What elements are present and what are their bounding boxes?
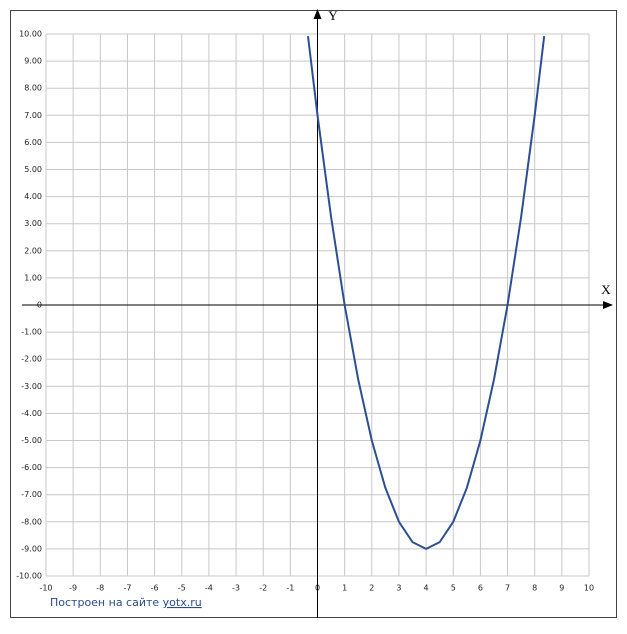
x-tick-label: 10: [584, 584, 594, 593]
y-tick-label: 10.00: [19, 30, 42, 39]
y-tick-label: -2.00: [21, 355, 42, 364]
x-axis-label: X: [601, 282, 611, 297]
y-tick-label: 9.00: [24, 57, 42, 66]
y-tick-label: -7.00: [21, 490, 42, 499]
y-tick-label: -3.00: [21, 382, 42, 391]
y-axis-label: Y: [328, 8, 338, 23]
x-tick-label: 4: [424, 584, 429, 593]
y-tick-label: 5.00: [24, 165, 42, 174]
y-tick-label: -6.00: [21, 463, 42, 472]
x-tick-label: -10: [39, 584, 52, 593]
y-tick-label: 8.00: [24, 84, 42, 93]
x-tick-label: -1: [286, 584, 294, 593]
curve: [307, 36, 546, 550]
x-tick-label: 9: [559, 584, 564, 593]
x-tick-label: 2: [369, 584, 374, 593]
y-tick-label: -5.00: [21, 436, 42, 445]
y-tick-label: -8.00: [21, 517, 42, 526]
x-tick-label: -3: [232, 584, 240, 593]
y-tick-label: 4.00: [24, 192, 42, 201]
x-tick-label: -9: [69, 584, 77, 593]
x-tick-label: -2: [259, 584, 267, 593]
x-tick-label: 7: [505, 584, 510, 593]
y-tick-label: 6.00: [24, 138, 42, 147]
y-tick-label: -4.00: [21, 409, 42, 418]
x-tick-label: 5: [451, 584, 456, 593]
y-tick-label: -10.00: [16, 572, 42, 581]
x-tick-label: 6: [478, 584, 483, 593]
y-tick-label: 2.00: [24, 246, 42, 255]
footer-text: Построен на сайте: [50, 596, 159, 609]
frame: [10, 10, 617, 618]
x-tick-label: 3: [396, 584, 401, 593]
footer: Построен на сайте yotx.ru: [50, 596, 202, 609]
x-tick-label: -5: [178, 584, 186, 593]
x-tick-label: -6: [151, 584, 159, 593]
y-tick-label: -1.00: [21, 328, 42, 337]
footer-link[interactable]: yotx.ru: [163, 596, 202, 609]
y-tick-label: 7.00: [24, 111, 42, 120]
x-tick-label: 8: [532, 584, 537, 593]
x-tick-label: -8: [96, 584, 104, 593]
x-tick-label: -7: [123, 584, 131, 593]
y-tick-label: 3.00: [24, 219, 42, 228]
y-tick-label: -9.00: [21, 544, 42, 553]
x-tick-label: 1: [342, 584, 347, 593]
x-tick-label: -4: [205, 584, 213, 593]
y-tick-label: 1.00: [24, 273, 42, 282]
